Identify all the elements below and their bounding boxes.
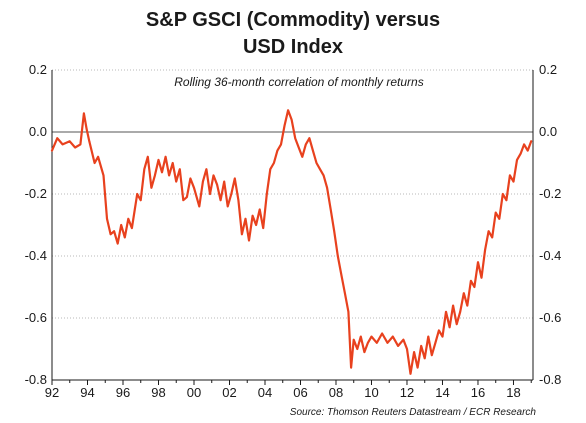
y-tick-label-right: -0.4 bbox=[539, 248, 561, 263]
x-tick-label: 10 bbox=[364, 385, 378, 400]
x-tick-label: 98 bbox=[151, 385, 165, 400]
y-tick-label-left: -0.4 bbox=[25, 248, 47, 263]
y-tick-label-left: 0.2 bbox=[29, 62, 47, 77]
x-tick-label: 18 bbox=[506, 385, 520, 400]
x-tick-label: 14 bbox=[435, 385, 449, 400]
y-tick-label-right: -0.2 bbox=[539, 186, 561, 201]
x-tick-label: 96 bbox=[116, 385, 130, 400]
series-layer bbox=[50, 109, 533, 375]
y-tick-label-left: -0.2 bbox=[25, 186, 47, 201]
y-tick-label-right: -0.6 bbox=[539, 310, 561, 325]
chart-title-line2: USD Index bbox=[243, 36, 343, 58]
x-tick-label: 92 bbox=[45, 385, 59, 400]
y-tick-label-right: -0.8 bbox=[539, 372, 561, 387]
axes bbox=[51, 70, 534, 385]
x-tick-label: 94 bbox=[80, 385, 94, 400]
x-tick-label: 08 bbox=[329, 385, 343, 400]
grid-lines bbox=[52, 69, 533, 319]
x-tick-label: 04 bbox=[258, 385, 272, 400]
chart-subtitle: Rolling 36-month correlation of monthly … bbox=[174, 75, 423, 89]
x-tick-label: 02 bbox=[222, 385, 236, 400]
y-tick-labels-right: 0.2 0.0 -0.2 -0.4 -0.6 -0.8 bbox=[539, 62, 561, 387]
x-tick-label: 00 bbox=[187, 385, 201, 400]
chart-source: Source: Thomson Reuters Datastream / ECR… bbox=[290, 407, 537, 418]
y-tick-labels-left: 0.2 0.0 -0.2 -0.4 -0.6 -0.8 bbox=[25, 62, 47, 387]
y-tick-label-right: 0.0 bbox=[539, 124, 557, 139]
y-tick-label-left: 0.0 bbox=[29, 124, 47, 139]
y-tick-label-left: -0.6 bbox=[25, 310, 47, 325]
x-tick-label: 16 bbox=[471, 385, 485, 400]
x-tick-label: 06 bbox=[293, 385, 307, 400]
y-tick-label-right: 0.2 bbox=[539, 62, 557, 77]
chart-title-line1: S&P GSCI (Commodity) versus bbox=[146, 9, 440, 31]
y-tick-label-left: -0.8 bbox=[25, 372, 47, 387]
series-line bbox=[50, 109, 533, 375]
x-tick-label: 12 bbox=[400, 385, 414, 400]
x-tick-labels: 92 94 96 98 00 02 04 06 08 10 12 14 16 18 bbox=[45, 385, 521, 400]
